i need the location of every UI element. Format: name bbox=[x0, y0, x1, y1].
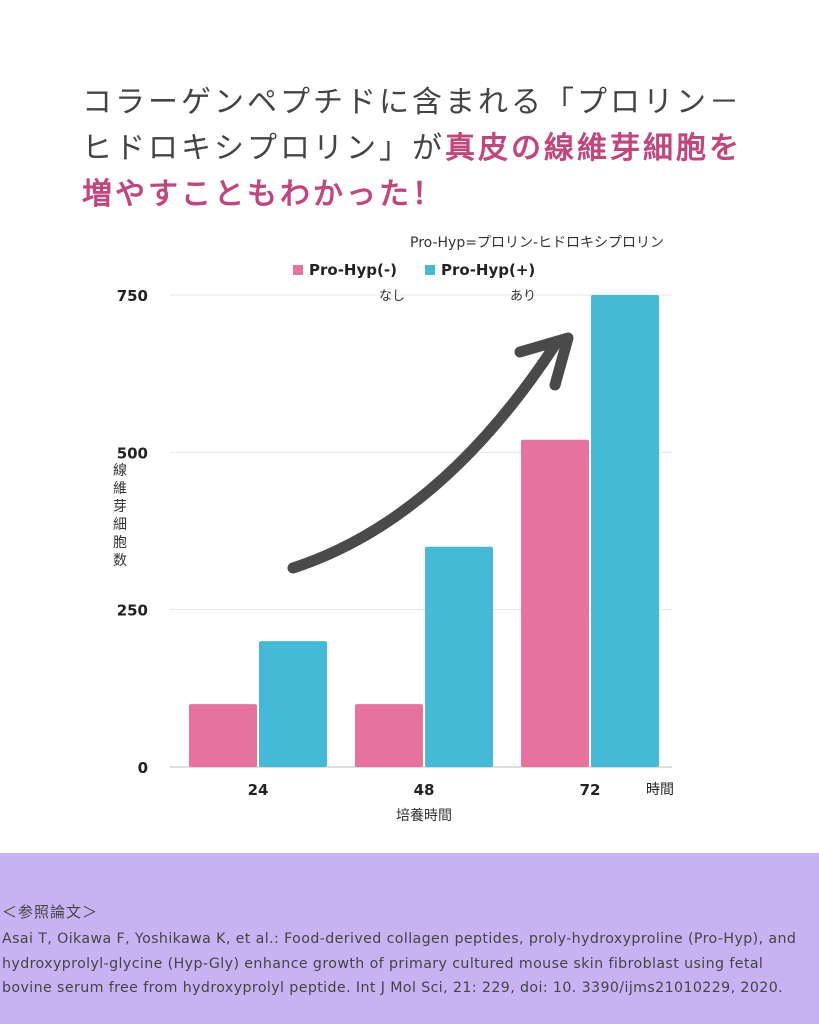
y-tick-label: 500 bbox=[117, 444, 148, 462]
reference-heading: ＜参照論文＞ bbox=[2, 903, 99, 921]
legend-label-minus: Pro-Hyp(-) bbox=[309, 261, 397, 279]
bar-pro-hyp-plus-48 bbox=[425, 546, 493, 767]
bar-pro-hyp-minus-24 bbox=[189, 704, 257, 767]
reference-text: Asai T, Oikawa F, Yoshikawa K, et al.: F… bbox=[2, 931, 797, 996]
bar-pro-hyp-plus-72 bbox=[591, 295, 659, 767]
legend-sublabel-minus: なし bbox=[379, 289, 405, 304]
legend-label-plus: Pro-Hyp(+) bbox=[441, 261, 535, 279]
headline-line-1: コラーゲンペプチドに含まれる「プロリン－ bbox=[82, 85, 742, 120]
x-axis-label: 培養時間 bbox=[396, 807, 452, 824]
headline-line-2b: 真皮の線維芽細胞を bbox=[445, 131, 742, 166]
legend-swatch-plus bbox=[425, 265, 435, 275]
bar-pro-hyp-minus-48 bbox=[355, 704, 423, 767]
x-axis-unit: 時間 bbox=[646, 782, 674, 798]
headline: コラーゲンペプチドに含まれる「プロリン－ ヒドロキシプロリン」が真皮の線維芽細胞… bbox=[82, 80, 782, 218]
headline-line-3: 増やすこともわかった！ bbox=[82, 177, 445, 212]
legend-sublabel-plus: あり bbox=[510, 289, 536, 304]
x-tick-label: 72 bbox=[580, 781, 601, 799]
chart-labels: Pro-Hyp=プロリン-ヒドロキシプロリン Pro-Hyp(-) Pro-Hy… bbox=[113, 235, 674, 824]
reference-footer: ＜参照論文＞ Asai T, Oikawa F, Yoshikawa K, et… bbox=[0, 853, 819, 1024]
chart-bars: 24 48 72 bbox=[189, 295, 659, 799]
bar-pro-hyp-minus-72 bbox=[521, 439, 589, 767]
legend-swatch-minus bbox=[293, 265, 303, 275]
y-tick-label: 750 bbox=[117, 287, 148, 305]
x-tick-label: 48 bbox=[414, 781, 435, 799]
bar-chart: 0 250 500 750 24 48 72 Pro-Hyp=プロリン-ヒドロキシプロリン… bbox=[113, 235, 674, 824]
chart-note: Pro-Hyp=プロリン-ヒドロキシプロリン bbox=[410, 235, 664, 251]
bar-pro-hyp-plus-24 bbox=[259, 641, 327, 767]
x-tick-label: 24 bbox=[248, 781, 269, 799]
headline-line-2a: ヒドロキシプロリン」が bbox=[82, 131, 445, 166]
y-axis-label: 線維芽細胞数 bbox=[113, 463, 127, 569]
trend-arrow bbox=[287, 332, 574, 574]
y-tick-label: 250 bbox=[117, 602, 148, 620]
y-tick-label: 0 bbox=[138, 759, 148, 777]
